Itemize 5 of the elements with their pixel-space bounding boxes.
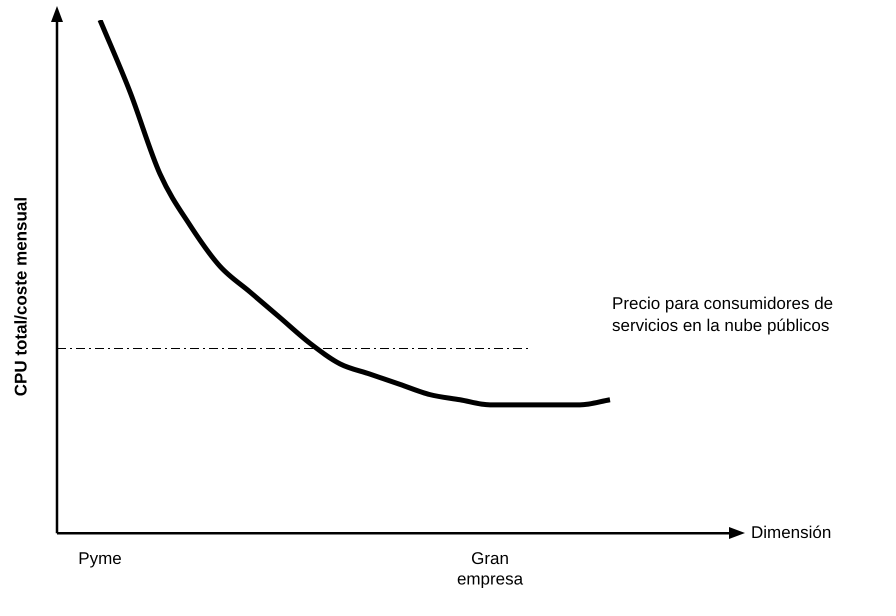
x-tick-label: Pyme <box>78 549 122 568</box>
x-tick-label: Gran empresa <box>456 549 524 588</box>
text: Dimensión <box>751 522 832 542</box>
ref-line-label: Precio para consumidores de servicios en la nube públicos <box>612 294 834 336</box>
y-axis-title: CPU total/coste mensual <box>12 196 31 396</box>
